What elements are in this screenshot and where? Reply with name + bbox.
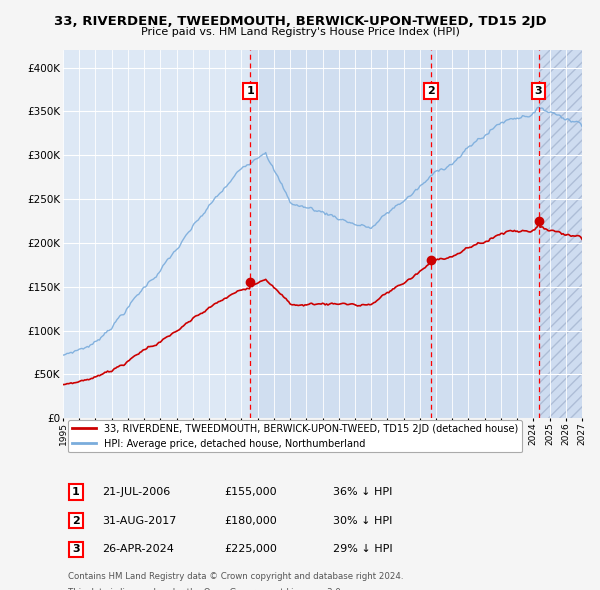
Text: Price paid vs. HM Land Registry's House Price Index (HPI): Price paid vs. HM Land Registry's House …	[140, 27, 460, 37]
Text: Contains HM Land Registry data © Crown copyright and database right 2024.: Contains HM Land Registry data © Crown c…	[68, 572, 404, 581]
Text: 36% ↓ HPI: 36% ↓ HPI	[333, 487, 392, 497]
Text: 29% ↓ HPI: 29% ↓ HPI	[333, 545, 392, 555]
Text: 2: 2	[427, 86, 434, 96]
Text: 33, RIVERDENE, TWEEDMOUTH, BERWICK-UPON-TWEED, TD15 2JD: 33, RIVERDENE, TWEEDMOUTH, BERWICK-UPON-…	[53, 15, 547, 28]
Text: 31-AUG-2017: 31-AUG-2017	[102, 516, 176, 526]
Bar	[250, 50, 539, 418]
Text: £155,000: £155,000	[224, 487, 277, 497]
Text: £225,000: £225,000	[224, 545, 277, 555]
Text: 2: 2	[72, 516, 80, 526]
Text: £180,000: £180,000	[224, 516, 277, 526]
Text: This data is licensed under the Open Government Licence v3.0.: This data is licensed under the Open Gov…	[68, 588, 344, 590]
Text: 3: 3	[72, 545, 80, 555]
Legend: 33, RIVERDENE, TWEEDMOUTH, BERWICK-UPON-TWEED, TD15 2JD (detached house), HPI: A: 33, RIVERDENE, TWEEDMOUTH, BERWICK-UPON-…	[68, 420, 522, 453]
Text: 26-APR-2024: 26-APR-2024	[102, 545, 174, 555]
Text: 21-JUL-2006: 21-JUL-2006	[102, 487, 170, 497]
Bar	[539, 50, 582, 418]
Text: 3: 3	[535, 86, 542, 96]
Text: 30% ↓ HPI: 30% ↓ HPI	[333, 516, 392, 526]
Text: 1: 1	[247, 86, 254, 96]
Text: 1: 1	[72, 487, 80, 497]
